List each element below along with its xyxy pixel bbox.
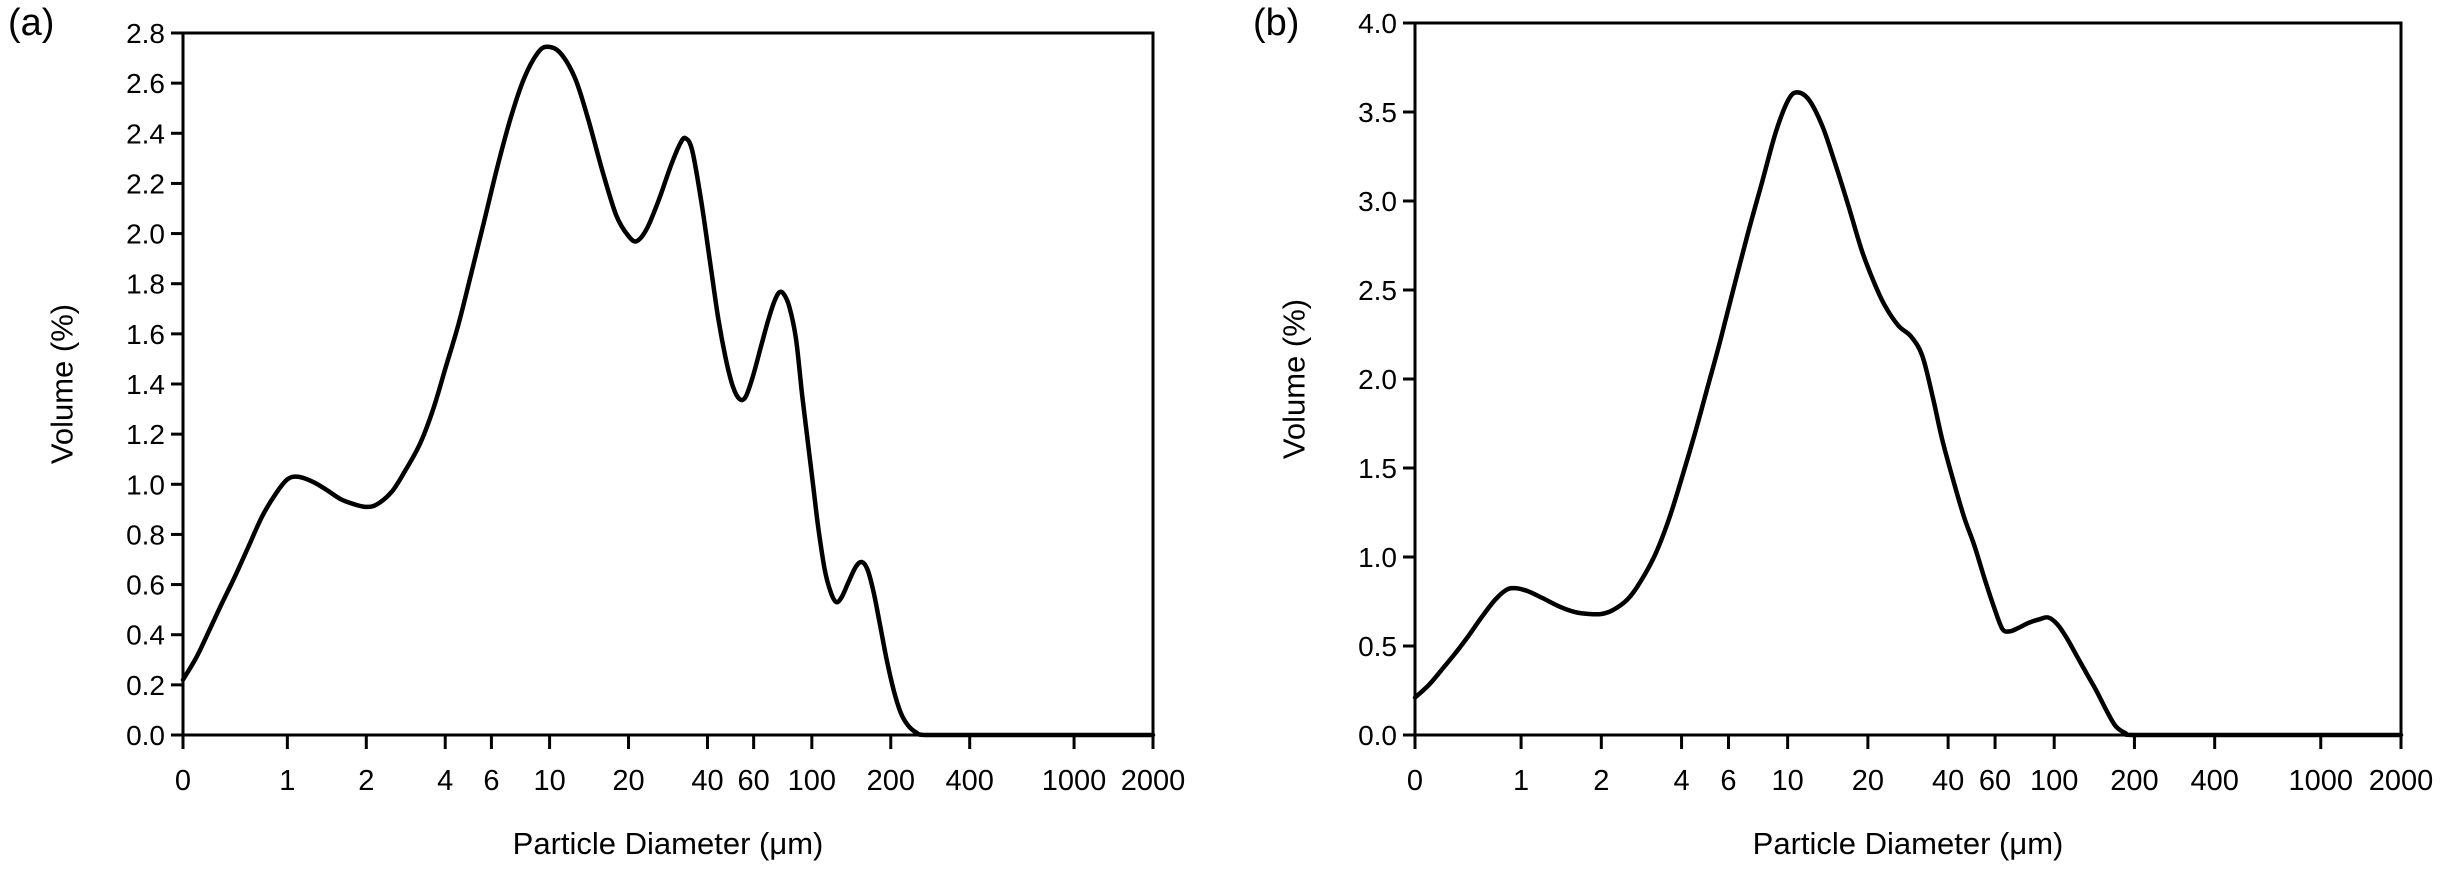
- plot-box: [181, 31, 1155, 737]
- y-tick-label: 0.0: [126, 720, 165, 751]
- y-tick-label: 0.6: [126, 570, 165, 601]
- x-tick-label: 4: [437, 765, 453, 797]
- x-tick-label: 1000: [2288, 765, 2353, 797]
- y-tick-label: 1.6: [126, 319, 165, 350]
- x-tick-label: 60: [1979, 765, 2011, 797]
- x-tick-label: 1: [279, 765, 295, 797]
- x-tick-label: 60: [738, 765, 770, 797]
- chart-panel-a: 0.0 0.2 0.4 0.6 0.8 1.0 1.2 1.4 1.6 1.8 2.0 2.2 2.4 2…: [0, 0, 1220, 876]
- x-tick-label: 6: [483, 765, 499, 797]
- y-tick-label: 2.0: [126, 219, 165, 250]
- x-tick-label: 2: [1593, 765, 1609, 797]
- y-tick-label: 3.0: [1358, 186, 1397, 217]
- distribution-curve: [1412, 90, 2404, 738]
- x-tick-label: 1: [1513, 765, 1529, 797]
- x-tick-label: 10: [533, 765, 565, 797]
- y-tick-label: 0.2: [126, 670, 165, 701]
- y-tick-label: 3.5: [1358, 97, 1397, 128]
- chart-b-plot: 0.0 0.5 1.0 1.5 2.0 2.5 3.0 3.5 4.0 0 1 2 4 6 10 20 40 60…: [1358, 8, 2434, 797]
- x-tick-label: 200: [2110, 765, 2158, 797]
- panel-label-a: (a): [8, 2, 55, 44]
- x-tick-label: 100: [788, 765, 836, 797]
- x-tick-label: 40: [1932, 765, 1964, 797]
- x-tick-label: 200: [867, 765, 915, 797]
- y-tick-label: 1.8: [126, 269, 165, 300]
- y-tick-label: 2.2: [126, 168, 165, 199]
- chart-a-plot: 0.0 0.2 0.4 0.6 0.8 1.0 1.2 1.4 1.6 1.8 2.0 2.2 2.4 2…: [126, 18, 1186, 797]
- x-axis-title-a: Particle Diameter (μm): [512, 826, 824, 861]
- x-tick-label: 20: [1852, 765, 1884, 797]
- x-tick-label: 400: [946, 765, 994, 797]
- y-tick-label: 2.0: [1358, 364, 1397, 395]
- y-tick-label: 2.5: [1358, 275, 1397, 306]
- x-tick-label: 400: [2190, 765, 2238, 797]
- y-tick-label: 0.0: [1358, 720, 1397, 751]
- y-tick-label: 2.4: [126, 118, 165, 149]
- x-tick-label: 2000: [1121, 765, 1186, 797]
- x-tick-label: 4: [1673, 765, 1689, 797]
- y-tick-label: 1.0: [126, 469, 165, 500]
- x-tick-label: 0: [175, 765, 191, 797]
- x-tick-label: 1000: [1042, 765, 1107, 797]
- y-tick-label: 2.6: [126, 68, 165, 99]
- y-tick-label: 1.5: [1358, 453, 1397, 484]
- plot-box: [1413, 21, 2403, 737]
- x-tick-label: 20: [612, 765, 644, 797]
- x-tick-label: 2000: [2369, 765, 2434, 797]
- distribution-curve: [180, 44, 1156, 738]
- x-tick-label: 2: [358, 765, 374, 797]
- y-tick-label: 4.0: [1358, 8, 1397, 39]
- x-tick-label: 6: [1720, 765, 1736, 797]
- y-tick-label: 0.8: [126, 519, 165, 550]
- x-tick-label: 100: [2030, 765, 2078, 797]
- y-axis-title-b: Volume (%): [1276, 298, 1312, 460]
- y-tick-label: 1.2: [126, 419, 165, 450]
- x-tick-label: 0: [1407, 765, 1423, 797]
- y-tick-label: 0.5: [1358, 631, 1397, 662]
- x-axis-title-b: Particle Diameter (μm): [1752, 826, 2064, 861]
- x-tick-label: 10: [1772, 765, 1804, 797]
- chart-panel-b: 0.0 0.5 1.0 1.5 2.0 2.5 3.0 3.5 4.0 0 1 2 4 6 10 20 40 60…: [1220, 0, 2441, 876]
- y-tick-label: 2.8: [126, 18, 165, 49]
- y-tick-label: 1.0: [1358, 542, 1397, 573]
- y-tick-label: 1.4: [126, 369, 165, 400]
- y-tick-label: 0.4: [126, 620, 165, 651]
- x-tick-label: 40: [691, 765, 723, 797]
- y-axis-title-a: Volume (%): [44, 303, 80, 465]
- panel-label-b: (b): [1253, 2, 1300, 44]
